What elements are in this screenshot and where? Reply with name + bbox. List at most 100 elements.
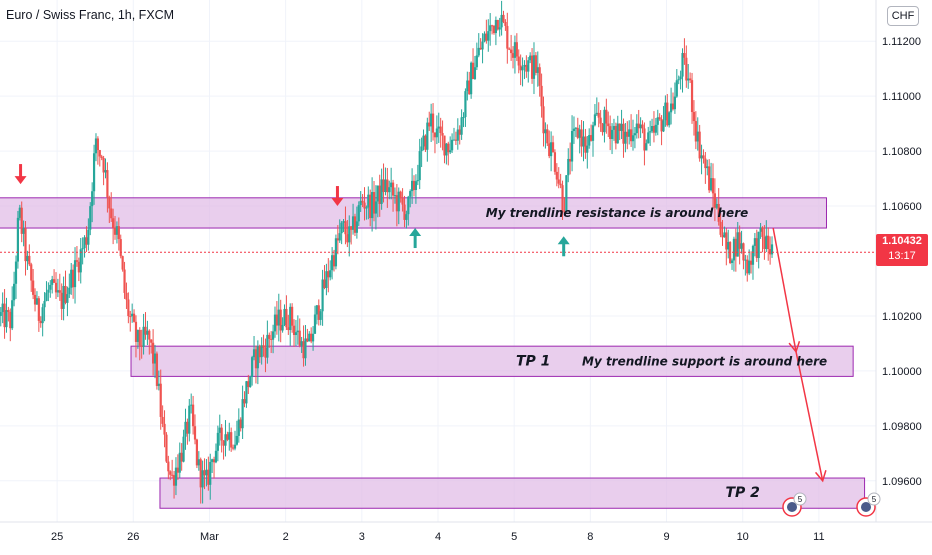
candle-body — [742, 243, 745, 261]
signal-arrows[interactable] — [14, 164, 570, 257]
candle-body — [395, 195, 398, 212]
candle-body — [534, 55, 537, 73]
candle-body — [719, 221, 722, 235]
event-badge-count: 5 — [798, 495, 803, 504]
candle-body — [70, 269, 73, 288]
candle-body — [32, 280, 35, 295]
candle-body — [601, 123, 604, 133]
candle-body — [546, 129, 549, 144]
annotation-text[interactable]: My trendline support is around here — [582, 354, 827, 368]
candle-body — [530, 55, 534, 79]
candle-body — [704, 158, 707, 169]
candle-body — [64, 286, 67, 303]
candle-body — [721, 234, 724, 238]
candle-body — [650, 125, 654, 132]
candle-body — [671, 103, 675, 110]
candle-body — [588, 135, 591, 146]
candle-body — [171, 474, 174, 476]
candle-body — [285, 308, 288, 328]
candle-body — [188, 405, 191, 434]
candle-body — [683, 53, 686, 58]
candle-body — [102, 157, 105, 173]
projection-arrowhead — [814, 470, 827, 483]
candle-body — [163, 423, 166, 435]
candle-body — [68, 287, 71, 295]
candle-body — [96, 138, 99, 151]
down-arrow-icon[interactable] — [331, 186, 344, 207]
candle-body — [146, 330, 149, 335]
candle-body — [622, 123, 625, 144]
candle-body — [694, 121, 697, 142]
candle-body — [258, 346, 261, 358]
candle-body — [481, 41, 484, 50]
calendar-event-icon[interactable]: 5 — [782, 492, 807, 517]
candle-body — [180, 452, 183, 462]
candle-body — [91, 191, 94, 207]
price-axis[interactable]: 1.11200 1.11000 1.10800 1.10600 1.10200 1.100… — [875, 0, 932, 550]
candle-body — [319, 311, 322, 320]
time-axis[interactable]: 25 26 Mar 2 3 4 5 8 9 10 11 — [0, 521, 932, 550]
candle-body — [100, 156, 103, 158]
y-tick-label: 1.10600 — [882, 201, 922, 213]
candle-body — [317, 305, 320, 320]
candle-body — [696, 131, 699, 142]
last-price-tag: 1.10432 13:17 — [876, 234, 928, 266]
candle-body — [662, 120, 665, 132]
candle-body — [405, 214, 408, 220]
candle-body — [104, 170, 107, 173]
candle-body — [247, 381, 250, 388]
candle-body — [452, 139, 456, 141]
candle-body — [669, 103, 673, 113]
candle-body — [115, 226, 119, 235]
up-arrow-icon[interactable] — [409, 228, 422, 249]
calendar-event-icon[interactable]: 5 — [856, 492, 881, 517]
zone-tp2[interactable] — [159, 477, 866, 509]
candle-body — [548, 143, 551, 157]
candle-body — [649, 131, 652, 133]
candle-body — [52, 279, 56, 283]
candle-body — [643, 128, 646, 151]
candle-body — [466, 80, 469, 92]
candle-body — [376, 185, 379, 202]
annotations[interactable]: My trendline resistance is around here TP… — [486, 206, 827, 501]
candle-body — [414, 181, 418, 190]
y-tick-label: 1.09600 — [882, 476, 922, 488]
candle-body — [456, 129, 459, 141]
projection-path[interactable] — [772, 227, 827, 483]
currency-button[interactable]: CHF — [887, 6, 919, 26]
zone-resistance[interactable] — [0, 197, 827, 229]
candle-body — [150, 339, 153, 343]
candle-body — [468, 80, 471, 95]
candle-body — [5, 310, 8, 328]
annotation-text[interactable]: TP 2 — [725, 485, 759, 501]
x-tick-label: 10 — [737, 531, 749, 543]
candle-body — [351, 216, 355, 230]
candle-body — [273, 314, 277, 332]
down-arrow-icon[interactable] — [14, 164, 27, 185]
candle-body — [205, 469, 208, 476]
candle-body — [590, 135, 593, 141]
candle-body — [407, 196, 410, 215]
trendline-zones[interactable] — [0, 197, 866, 509]
x-tick-label: 8 — [587, 531, 593, 543]
candle-body — [490, 25, 494, 27]
time-axis-bg — [0, 522, 932, 550]
candle-body — [342, 221, 345, 223]
candle-body — [176, 467, 179, 473]
candle-body — [355, 221, 358, 233]
candle-body — [673, 96, 677, 110]
candle-body — [123, 269, 126, 293]
candle-body — [353, 216, 357, 233]
up-arrow-icon[interactable] — [557, 236, 570, 257]
annotation-text[interactable]: My trendline resistance is around here — [486, 206, 749, 220]
candle-body — [761, 227, 764, 237]
candle-body — [749, 260, 753, 265]
candle-body — [329, 270, 332, 278]
annotation-text[interactable]: TP 1 — [516, 353, 550, 369]
candle-body — [508, 48, 511, 50]
candle-body — [310, 333, 313, 342]
candle-body — [315, 305, 318, 315]
